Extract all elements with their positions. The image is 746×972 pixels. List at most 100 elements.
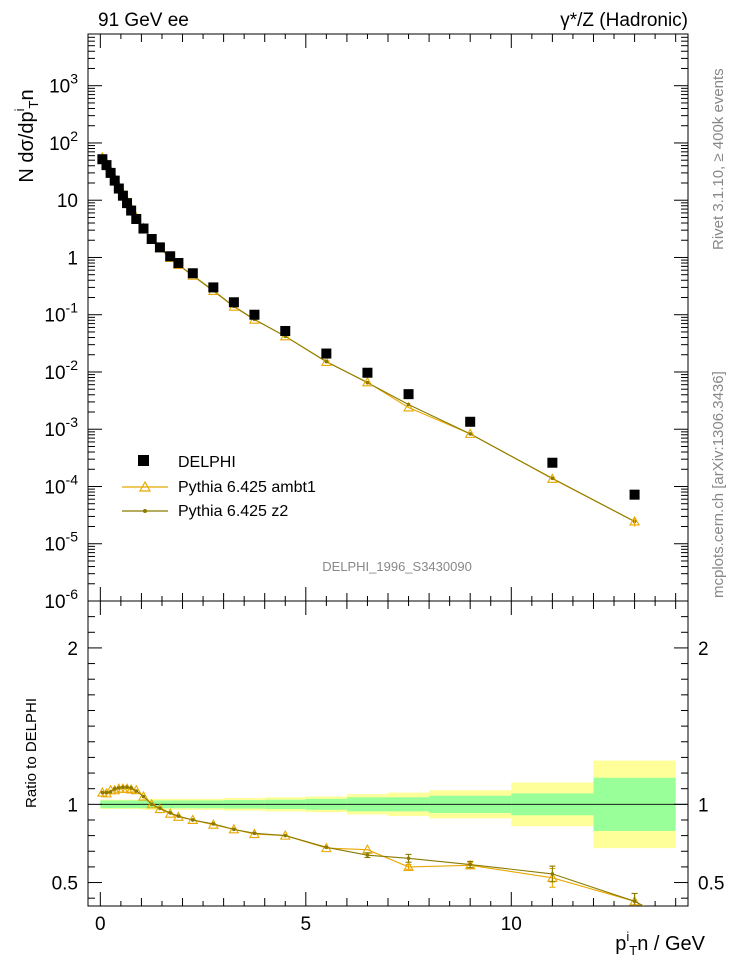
ratio-point-z2 <box>176 814 181 818</box>
ratio-point-z2 <box>149 802 154 807</box>
main-ytick-label-7: 10 <box>57 191 78 212</box>
ratio-point-z2 <box>112 786 117 791</box>
ratio-point-z2 <box>104 790 109 795</box>
legend-label-ambt1: Pythia 6.425 ambt1 <box>178 479 316 496</box>
ratio-point-z2 <box>283 833 288 838</box>
ratio-xtick-label-2: 10 <box>501 914 522 935</box>
point-ambt1 <box>546 473 558 483</box>
point-delphi <box>187 268 198 279</box>
ratio-ytick-label-left-0: 0.5 <box>52 874 78 895</box>
ratio-point-z2 <box>125 785 129 789</box>
main-ytick-label-3: 10-3 <box>44 414 78 441</box>
ratio-point-z2 <box>117 786 121 790</box>
point-delphi <box>403 389 414 400</box>
ratio-frame <box>87 600 689 907</box>
ratio-point-z2 <box>232 827 236 832</box>
point-delphi <box>101 160 112 171</box>
ratio-point-z2 <box>108 790 113 794</box>
point-z2 <box>324 359 329 364</box>
point-delphi <box>146 234 157 245</box>
ratio-point-ambt1 <box>154 803 166 814</box>
main-ytick-label-6: 1 <box>67 248 78 269</box>
point-ambt1 <box>362 376 373 387</box>
ratio-xtick-label-0: 0 <box>95 914 106 935</box>
ratio-point-z2 <box>406 856 411 861</box>
main-ylabel: N dσ/dpiTn <box>12 89 41 182</box>
ratio-point-z2 <box>550 872 555 876</box>
point-delphi <box>321 348 332 359</box>
ratio-point-z2 <box>468 862 472 867</box>
header-left: 91 GeV ee <box>98 10 189 31</box>
watermark: DELPHI_1996_S3430090 <box>322 559 472 574</box>
point-delphi <box>362 367 373 378</box>
legend-marker-ambt1 <box>138 480 152 492</box>
point-delphi <box>465 416 476 427</box>
point-ambt1 <box>464 428 476 438</box>
point-delphi <box>126 205 137 216</box>
ratio-point-z2 <box>129 786 133 790</box>
point-delphi <box>629 489 640 500</box>
ratio-ytick-label-left-1: 1 <box>67 795 78 816</box>
ratio-point-z2 <box>632 899 637 904</box>
ratio-xtick-label-1: 5 <box>301 914 312 935</box>
point-delphi <box>165 251 176 262</box>
legend: DELPHI Pythia 6.425 ambt1 Pythia 6.425 z… <box>122 454 316 520</box>
ratio-ticks: 0.5 0.5 1 1 2 2 0 5 10 <box>52 600 724 935</box>
point-ambt1 <box>320 356 332 366</box>
header-right: γ*/Z (Hadronic) <box>560 10 688 31</box>
rivet-label: Rivet 3.1.10, ≥ 400k events <box>710 68 727 250</box>
main-ytick-label-5: 10-1 <box>44 300 78 327</box>
legend-label-delphi: DELPHI <box>178 454 236 471</box>
point-delphi <box>280 325 291 336</box>
point-z2 <box>468 432 472 436</box>
ratio-point-ambt1 <box>138 790 149 801</box>
ratio-point-z2 <box>211 822 216 826</box>
main-ytick-label-9: 103 <box>49 71 78 98</box>
main-ytick-label-2: 10-4 <box>44 471 78 498</box>
ratio-point-z2 <box>141 794 146 799</box>
main-ytick-label-0: 10-6 <box>44 586 78 613</box>
ratio-xlabel: piTn / GeV <box>615 929 705 958</box>
ratio-point-z2 <box>100 790 105 795</box>
point-delphi <box>131 213 142 224</box>
point-delphi <box>249 309 260 320</box>
legend-marker-delphi <box>138 455 149 466</box>
ratio-series <box>96 783 645 906</box>
main-x-ticks <box>99 34 677 601</box>
ratio-point-z2 <box>324 845 329 850</box>
main-plot: 10-6 10-5 10-4 10-3 10-2 10-1 1 10 102 103 N dσ/dp… <box>12 33 689 613</box>
point-delphi <box>138 223 149 234</box>
point-delphi <box>173 258 184 269</box>
ratio-point-z2 <box>252 831 257 836</box>
ratio-ytick-label-right-1: 1 <box>698 795 709 816</box>
main-ytick-label-1: 10-5 <box>44 529 78 556</box>
ratio-point-z2 <box>190 818 195 822</box>
ratio-point-z2 <box>134 789 139 793</box>
point-delphi <box>228 297 239 308</box>
point-delphi <box>113 183 124 194</box>
point-delphi <box>97 154 108 165</box>
series-delphi-points <box>97 154 640 500</box>
ratio-point-z2 <box>121 785 125 789</box>
point-z2 <box>406 402 411 407</box>
point-ambt1 <box>403 401 414 412</box>
point-delphi <box>122 198 133 209</box>
ratio-ytick-label-right-0: 0.5 <box>698 874 724 895</box>
ratio-plot: 0.5 0.5 1 1 2 2 0 5 10 Ratio to DELPHI piTn / GeV <box>23 600 724 958</box>
point-z2 <box>365 380 370 385</box>
ratio-point-z2 <box>365 853 370 857</box>
ratio-ytick-label-left-2: 2 <box>67 639 78 660</box>
point-z2 <box>550 476 555 481</box>
ratio-point-z2 <box>158 806 162 811</box>
mcplots-label: mcplots.cern.ch [arXiv:1306.3436] <box>710 371 727 598</box>
ratio-point-z2 <box>168 811 172 815</box>
point-delphi <box>154 242 165 253</box>
point-delphi <box>208 282 219 293</box>
main-y-ticks: 10-6 10-5 10-4 10-3 10-2 10-1 1 10 102 103 <box>44 33 688 613</box>
point-delphi <box>105 167 116 178</box>
point-delphi <box>547 457 558 468</box>
point-delphi <box>117 190 128 201</box>
ratio-ytick-label-right-2: 2 <box>698 639 709 660</box>
point-delphi <box>109 175 120 186</box>
